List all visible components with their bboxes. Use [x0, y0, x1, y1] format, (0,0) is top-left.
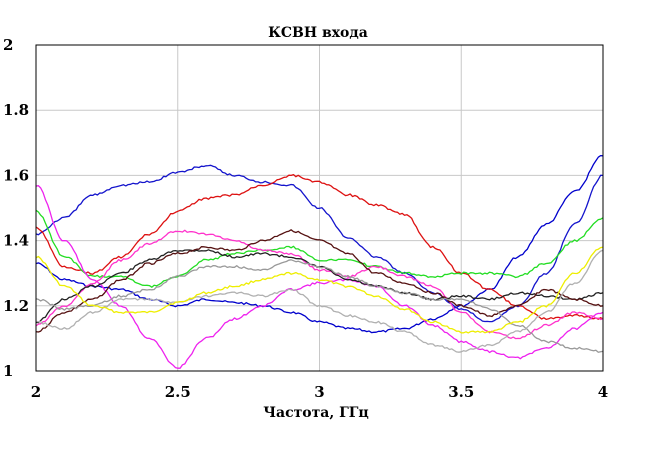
- series-line-4: [35, 185, 604, 369]
- series-line-2: [35, 173, 604, 321]
- series-line-10: [35, 246, 604, 334]
- series-line-5: [35, 229, 604, 340]
- x-tick-label-1: 2.5: [165, 383, 191, 401]
- y-tick-label-2: 1.4: [3, 232, 29, 250]
- y-tick-label-5: 2: [3, 36, 13, 54]
- plot-frame: [35, 44, 604, 372]
- x-tick-labels: 2 2.5 3 3.5 4: [31, 383, 608, 401]
- y-tick-labels: 1 1.2 1.4 1.6 1.8 2: [3, 36, 29, 380]
- y-tick-label-0: 1: [3, 362, 13, 380]
- series-line-8: [35, 259, 604, 353]
- y-tick-label-3: 1.6: [3, 166, 29, 184]
- series-layer: [35, 154, 604, 369]
- series-line-3: [35, 209, 604, 288]
- series-line-7: [35, 229, 604, 333]
- x-tick-label-2: 3: [314, 383, 324, 401]
- chart-title: КСВН входа: [268, 25, 368, 41]
- x-tick-label-3: 3.5: [448, 383, 474, 401]
- x-axis-label: Частота, ГГц: [263, 405, 369, 421]
- y-tick-label-4: 1.8: [3, 101, 29, 119]
- series-line-0: [35, 154, 604, 334]
- series-line-1: [35, 164, 604, 323]
- x-tick-label-0: 2: [31, 383, 41, 401]
- series-line-9: [35, 249, 604, 353]
- y-tick-label-1: 1.2: [3, 297, 29, 315]
- x-tick-label-4: 4: [598, 383, 608, 401]
